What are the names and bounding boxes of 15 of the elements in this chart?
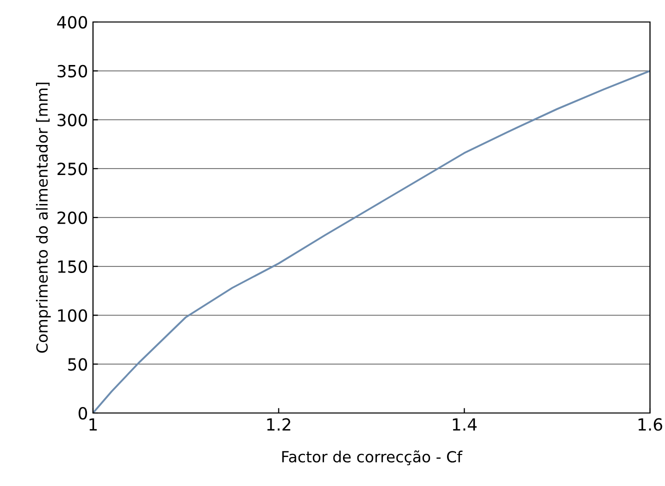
x-axis-title: Factor de correcção - Cf [282,450,463,466]
y-axis-title: Comprimento do alimentador [mm] [36,82,51,353]
y-tick-label: 0 [78,406,88,420]
y-tick-label: 200 [58,211,88,224]
y-tick-label: 350 [58,64,88,78]
x-tick-label: 1 [90,418,97,431]
x-tick-label: 1.6 [638,418,662,431]
x-tick-label: 1.2 [267,418,290,431]
y-tick-label: 100 [58,309,88,322]
y-tick-label: 50 [68,358,88,371]
x-tick-label: 1.4 [452,418,477,431]
y-tick-label: 300 [58,114,88,126]
y-tick-label: 250 [58,162,88,176]
y-tick-label: 150 [58,260,88,273]
y-tick-label: 400 [57,16,88,29]
